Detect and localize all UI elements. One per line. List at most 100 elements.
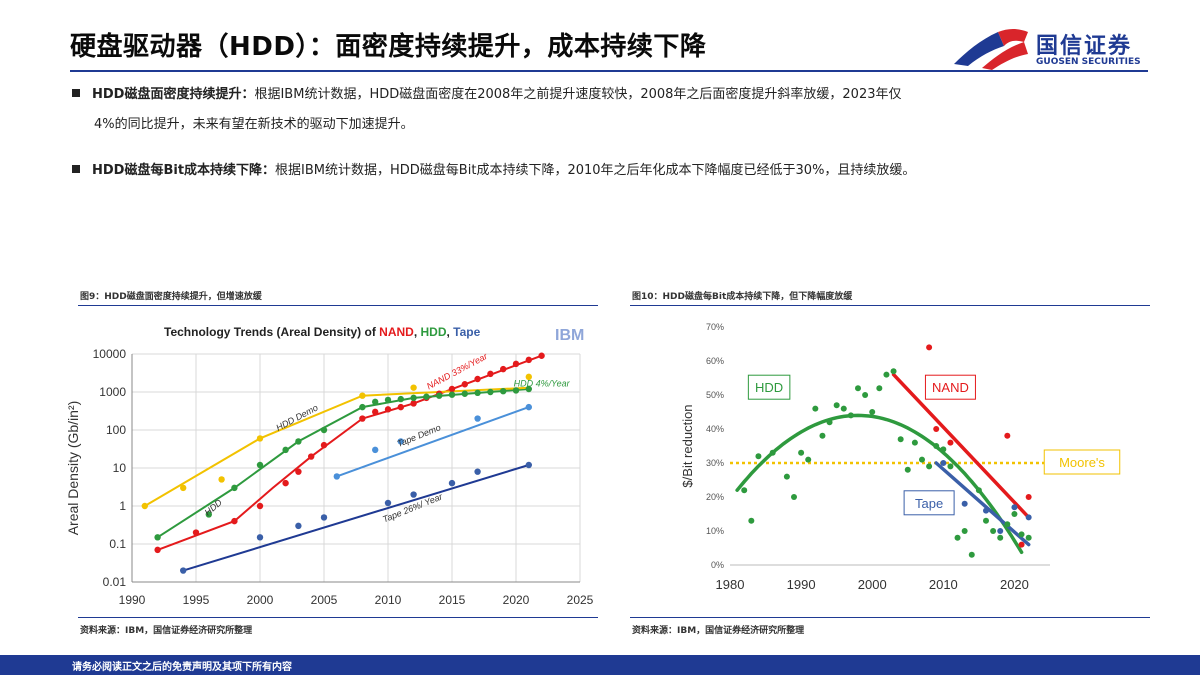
- figure-9-caption: 图9：HDD磁盘面密度持续提升，但增速放缓: [80, 292, 262, 302]
- cost-per-bit-chart: 0% 10% 20% 30% 40% 50% 60% 70% 1980 1990 2000 2010 2…: [630, 312, 1150, 612]
- data-point-hdd: [847, 412, 854, 419]
- data-point-hdd: [840, 405, 847, 412]
- logo-mark-icon: [954, 29, 1028, 70]
- x-tick-label: 2000: [858, 577, 887, 592]
- data-point-nand: [947, 439, 954, 446]
- data-point-hdd: [474, 389, 481, 397]
- data-point-nand: [1018, 541, 1025, 548]
- y-tick-label: 10%: [706, 526, 724, 536]
- bullet-square-icon: [72, 165, 80, 173]
- data-point-hdd: [525, 385, 532, 393]
- data-point-hdd: [983, 517, 989, 524]
- chart-title-part: HDD: [421, 325, 447, 339]
- data-point-hdd: [755, 453, 762, 460]
- chart-title-part: NAND: [379, 325, 414, 339]
- x-tick-label: 2020: [503, 593, 530, 607]
- chart-title-part: Technology Trends (Areal Density) of: [164, 325, 379, 339]
- data-point-hdd: [320, 426, 328, 434]
- y-tick-label: 40%: [706, 424, 724, 434]
- x-tick-label: 2020: [1000, 577, 1029, 592]
- data-point-hdd: [791, 494, 797, 500]
- bullet-heading: HDD磁盘每Bit成本持续下降：: [92, 163, 276, 178]
- series-label: NAND: [932, 380, 969, 395]
- data-point-hdd: [926, 463, 933, 470]
- y-axis-label: $/Bit reduction: [680, 404, 695, 487]
- figure-9-top-rule: [78, 305, 598, 306]
- data-point-hdd: [154, 534, 161, 541]
- data-point-hdd: [997, 534, 1004, 541]
- trend-line-nand: [891, 372, 1031, 520]
- figure-10-top-rule: [630, 305, 1150, 306]
- footer-disclaimer: 请务必阅读正文之后的免责声明及其项下所有内容: [72, 662, 292, 673]
- logo-english-text: GUOSEN SECURITIES: [1036, 57, 1141, 67]
- data-point-nand: [231, 517, 238, 525]
- data-point-nand: [410, 400, 417, 407]
- data-point-hdd: [833, 402, 840, 409]
- data-point-hdd: [869, 409, 876, 415]
- data-point-tape: [448, 479, 456, 487]
- x-tick-label: 1980: [716, 577, 745, 592]
- data-point-hdd: [1011, 511, 1018, 517]
- data-point-trend-yellow-: [410, 384, 417, 391]
- y-tick-label: 100: [106, 423, 126, 437]
- data-point-hdd: [410, 394, 417, 402]
- data-point-hdd: [256, 461, 264, 469]
- series-label-box: [747, 374, 791, 400]
- x-tick-label: 1990: [787, 577, 816, 592]
- data-point-tape: [961, 500, 968, 507]
- data-point-hdd: [500, 387, 507, 395]
- trend-line: [336, 406, 530, 478]
- data-point-hdd: [372, 398, 379, 406]
- figure-10-source: 资料来源：IBM，国信证券经济研究所整理: [632, 626, 805, 636]
- chart-title: Technology Trends (Areal Density) of NAN…: [164, 325, 481, 339]
- bullet-text-continued: 4%的同比提升，未来有望在新技术的驱动下加速提升。: [94, 117, 414, 132]
- y-tick-label: 0.1: [109, 537, 126, 551]
- data-point-hdd: [461, 390, 468, 397]
- data-point-nand: [397, 403, 404, 411]
- bullet-cost-per-bit: HDD磁盘每Bit成本持续下降：根据IBM统计数据，HDD磁盘每Bit成本持续下…: [72, 156, 1162, 186]
- data-point-hdd: [397, 395, 404, 403]
- data-point-hdd: [1018, 531, 1025, 538]
- x-tick-label: 2005: [311, 593, 338, 607]
- data-point-hdd: [911, 439, 918, 446]
- data-point-trend-yellow-: [180, 484, 187, 492]
- data-point-nand: [448, 385, 456, 393]
- data-point-tape: [997, 528, 1004, 534]
- data-point-nand: [926, 344, 933, 351]
- data-point-trend-light-blue-: [474, 415, 481, 422]
- data-point-hdd: [904, 466, 911, 473]
- data-point-nand: [359, 415, 366, 422]
- trend-line-hdd: [735, 413, 1024, 555]
- trend-line-tape: [934, 461, 1031, 547]
- x-tick-label: 2000: [247, 593, 274, 607]
- data-point-hdd: [748, 517, 755, 524]
- series-label-box: [903, 490, 955, 516]
- data-point-hdd: [940, 446, 947, 453]
- data-point-hdd: [961, 528, 968, 534]
- data-point-hdd: [384, 396, 392, 404]
- data-point-hdd: [975, 487, 982, 494]
- data-point-tape: [1011, 504, 1018, 511]
- data-point-nand: [1004, 432, 1011, 439]
- data-point-tape: [525, 461, 532, 469]
- data-point-tape: [983, 507, 989, 514]
- bullet-square-icon: [72, 89, 80, 97]
- series-label-box: [1043, 449, 1121, 475]
- bullet-areal-density: HDD磁盘面密度持续提升：根据IBM统计数据，HDD磁盘面密度在2008年之前提…: [72, 80, 1162, 140]
- bullet-text: 根据IBM统计数据，HDD磁盘每Bit成本持续下降，2010年之后年化成本下降幅…: [275, 163, 916, 178]
- series-label: Moore's: [1059, 455, 1105, 470]
- data-point-trend-light-blue-: [372, 446, 379, 454]
- y-tick-label: 10000: [93, 347, 127, 361]
- data-point-trend-light-blue-: [525, 403, 532, 411]
- data-point-hdd: [890, 368, 897, 375]
- data-point-nand: [933, 426, 940, 432]
- figure-10-caption: 图10：HDD磁盘每Bit成本持续下降，但下降幅度放缓: [632, 292, 853, 302]
- data-point-trend-light-blue-: [333, 473, 340, 480]
- data-point-tape: [1025, 514, 1032, 521]
- data-point-hdd: [282, 446, 289, 454]
- x-tick-label: 2025: [567, 593, 594, 607]
- data-point-trend-light-blue-: [397, 438, 404, 445]
- y-tick-label: 70%: [706, 322, 724, 332]
- data-point-hdd: [933, 443, 940, 449]
- data-point-nand: [487, 370, 494, 378]
